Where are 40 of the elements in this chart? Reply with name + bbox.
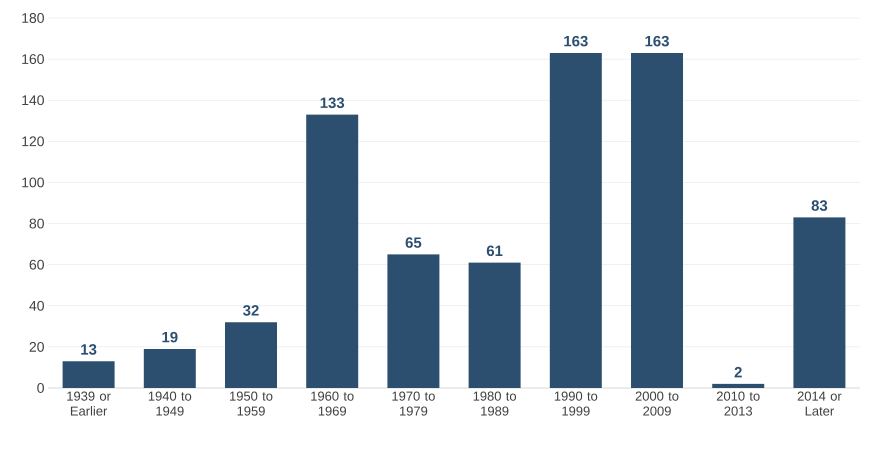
bar — [712, 384, 764, 388]
data-label: 19 — [162, 332, 178, 342]
data-label: 163 — [645, 36, 669, 46]
data-label: 32 — [243, 305, 259, 316]
data-label: 61 — [486, 246, 502, 256]
x-tick-label: 1970 to 1979 — [392, 392, 435, 416]
bar — [144, 348, 196, 388]
y-tick-label: 20 — [30, 342, 44, 352]
data-label: 83 — [812, 200, 828, 211]
bar — [468, 262, 521, 388]
bar — [387, 254, 440, 388]
x-tick-label: 1960 to 1969 — [311, 392, 354, 416]
y-tick-label: 120 — [22, 136, 44, 146]
y-tick-label: 0 — [37, 383, 44, 393]
x-tick-label: 1990 to 1999 — [554, 392, 598, 416]
data-label: 13 — [81, 344, 96, 355]
data-label: 2 — [734, 366, 742, 378]
bar — [62, 361, 115, 388]
x-tick-label: 2014 or Later — [798, 392, 842, 416]
x-tick-label: 1980 to 1989 — [474, 392, 516, 416]
data-label: 65 — [406, 237, 422, 248]
bar — [793, 217, 846, 388]
y-tick-label: 100 — [22, 177, 44, 188]
x-tick-label: 1940 to 1949 — [148, 392, 192, 416]
data-label: 163 — [564, 36, 588, 46]
y-tick-label: 180 — [22, 13, 44, 23]
y-tick-label: 40 — [29, 300, 44, 311]
data-label: 133 — [320, 97, 344, 108]
x-tick-label: 1950 to 1959 — [230, 392, 272, 416]
bar — [306, 114, 358, 388]
bar — [550, 52, 602, 388]
y-tick-label: 60 — [30, 260, 44, 270]
y-tick-label: 140 — [22, 95, 44, 106]
x-tick-label: 1939 or Earlier — [67, 392, 111, 416]
y-tick-label: 80 — [30, 218, 44, 228]
bar — [631, 52, 684, 388]
x-tick-label: 2010 to 2013 — [716, 392, 760, 416]
x-tick-label: 2000 to 2009 — [636, 392, 678, 416]
y-tick-label: 160 — [22, 54, 44, 64]
bar — [225, 322, 278, 388]
